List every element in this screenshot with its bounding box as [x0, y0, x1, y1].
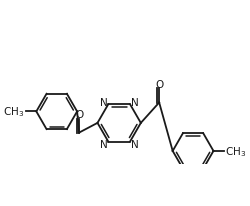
- Text: N: N: [100, 98, 108, 108]
- Text: N: N: [100, 139, 108, 149]
- Text: N: N: [131, 98, 138, 108]
- Text: CH$_3$: CH$_3$: [226, 144, 247, 158]
- Text: CH$_3$: CH$_3$: [3, 105, 24, 119]
- Text: O: O: [75, 110, 83, 120]
- Text: N: N: [131, 139, 138, 149]
- Text: O: O: [155, 80, 163, 90]
